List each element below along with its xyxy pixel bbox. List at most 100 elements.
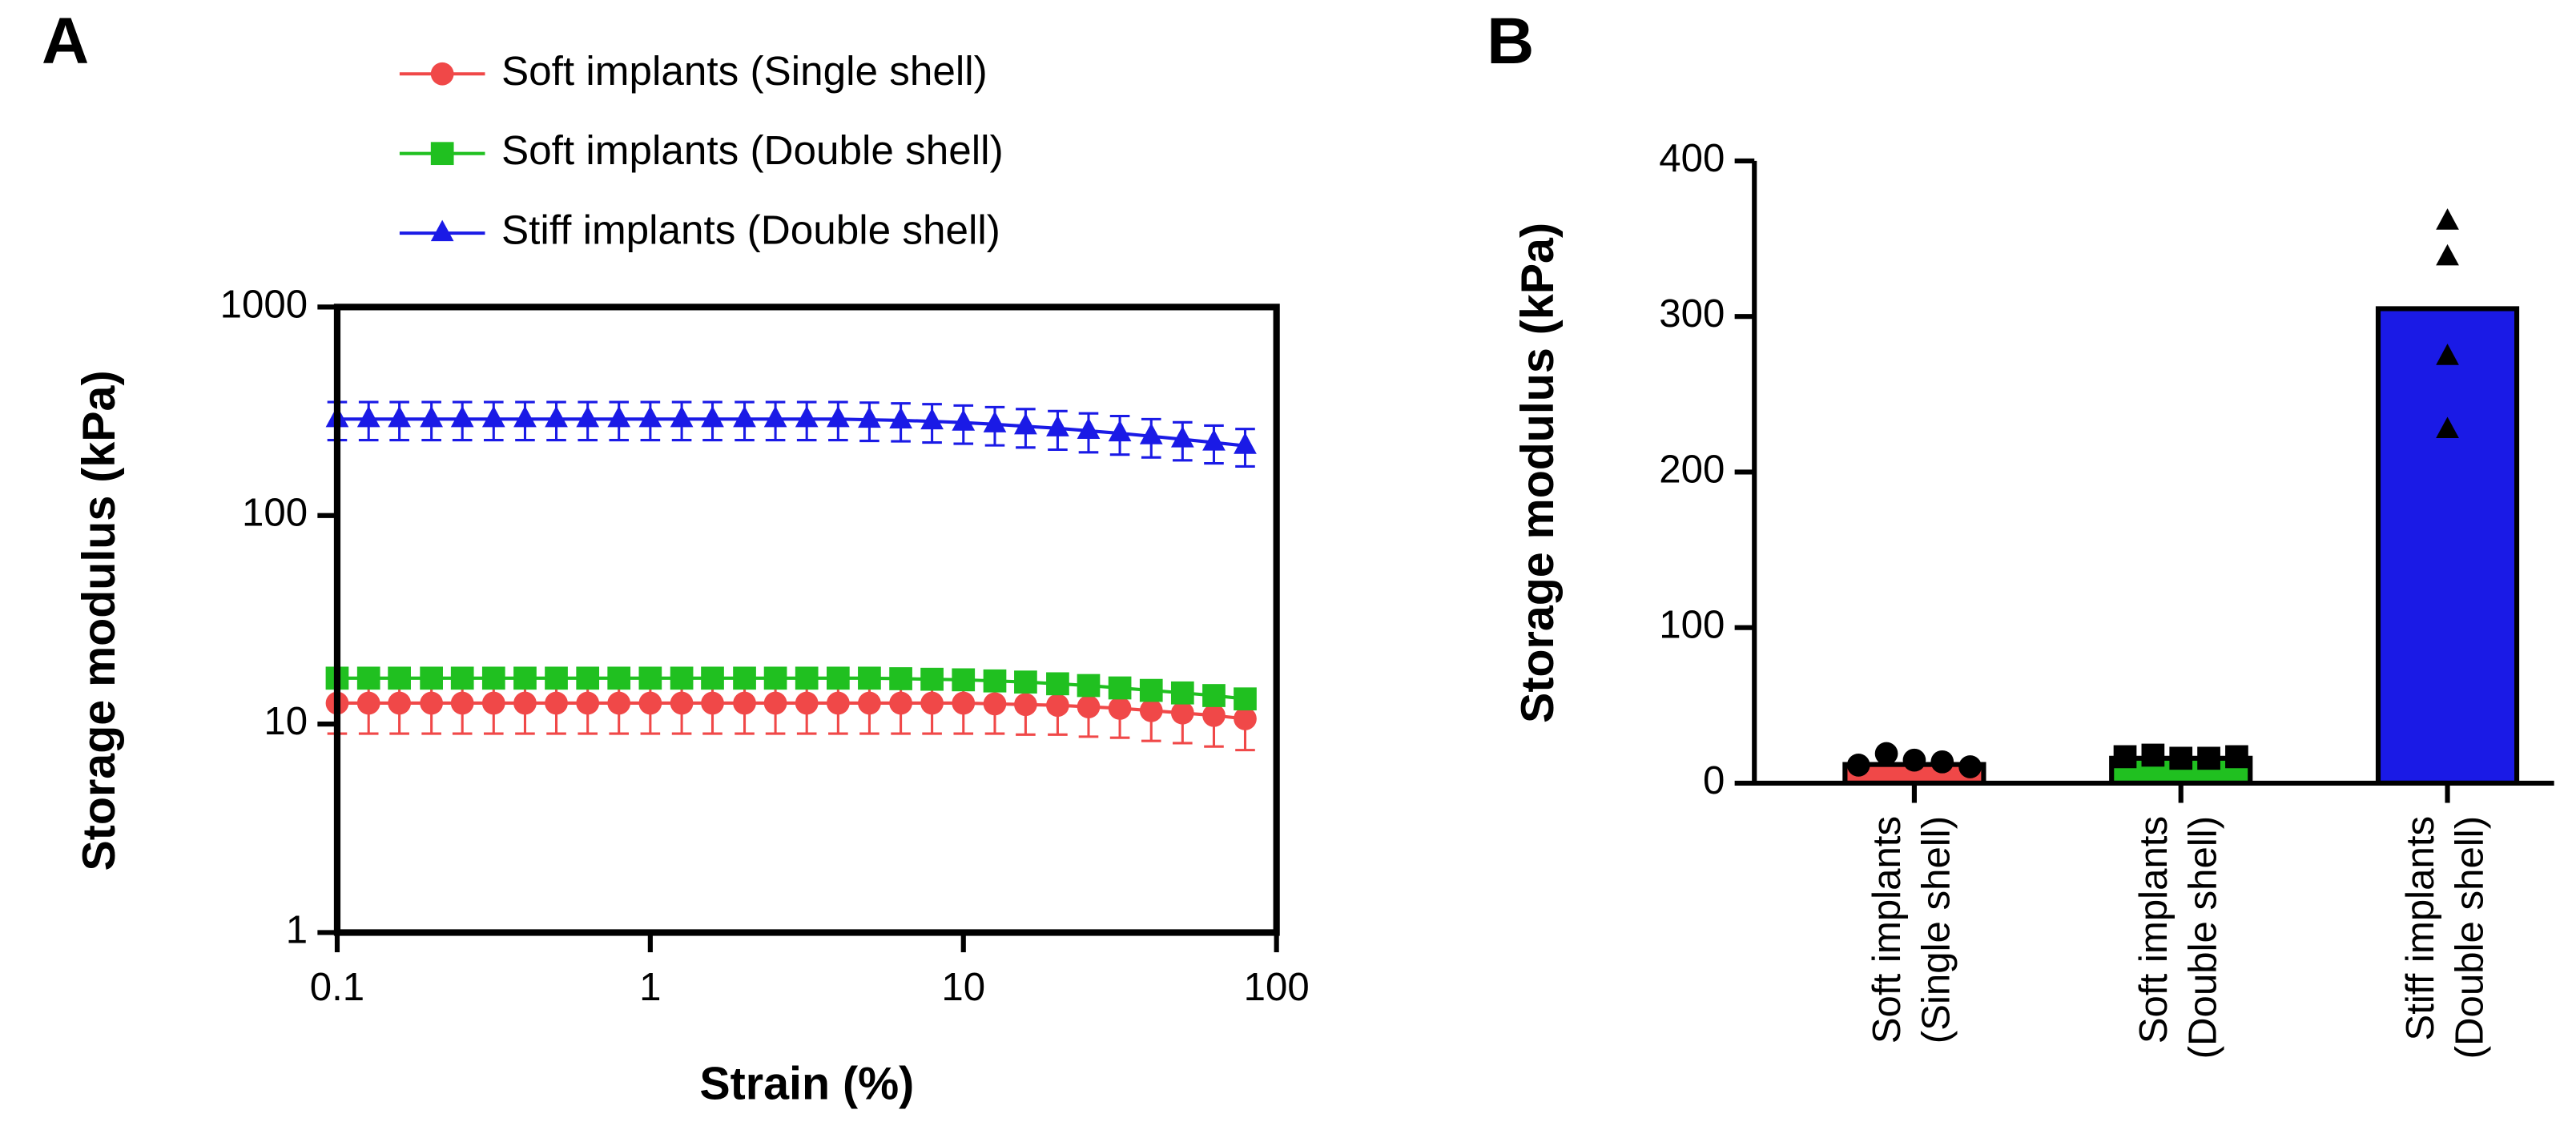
marker <box>545 691 568 715</box>
marker <box>450 405 474 428</box>
marker <box>763 405 787 428</box>
marker <box>638 666 662 690</box>
plot-frame <box>333 304 1280 936</box>
legend-label: Soft implants (Single shell) <box>501 48 988 94</box>
x-tick-label: Stiff implants <box>2398 816 2442 1041</box>
marker <box>983 692 1007 716</box>
marker <box>733 666 756 690</box>
marker <box>1170 681 1194 705</box>
marker <box>1202 684 1226 707</box>
marker <box>763 666 787 690</box>
marker <box>795 691 819 715</box>
marker <box>1077 695 1101 718</box>
marker <box>983 411 1007 432</box>
marker <box>356 405 380 428</box>
marker <box>420 666 443 690</box>
legend-label: Soft implants (Double shell) <box>501 127 1004 173</box>
marker <box>545 666 568 690</box>
marker <box>701 666 724 690</box>
y-tick-label: 100 <box>1659 603 1725 647</box>
bar <box>2375 306 2520 786</box>
marker <box>952 691 976 715</box>
x-tick-label: (Single shell) <box>1914 816 1958 1043</box>
marker <box>638 691 662 715</box>
x-tick-label: Soft implants <box>2131 816 2176 1043</box>
marker <box>733 405 756 428</box>
x-tick-label: 0.1 <box>310 965 364 1009</box>
marker <box>1014 412 1037 435</box>
x-axis-label: Strain (%) <box>699 1058 914 1109</box>
marker <box>889 667 912 690</box>
marker <box>2436 344 2459 365</box>
marker <box>889 691 912 715</box>
marker <box>1902 748 1926 772</box>
x-tick-label: (Double shell) <box>2180 816 2224 1059</box>
marker <box>2169 746 2193 770</box>
marker <box>638 405 662 428</box>
marker <box>1874 742 1898 766</box>
marker <box>430 142 454 166</box>
x-tick-label: 100 <box>1244 965 1310 1009</box>
marker <box>356 691 380 715</box>
marker <box>2113 745 2137 769</box>
marker <box>607 666 631 690</box>
marker <box>607 405 631 428</box>
y-tick-label: 1000 <box>220 282 308 326</box>
marker <box>450 691 474 715</box>
marker <box>430 62 454 86</box>
y-tick-label: 10 <box>264 699 308 743</box>
marker <box>607 691 631 715</box>
marker <box>2436 416 2459 439</box>
marker <box>889 407 912 428</box>
marker <box>1202 703 1226 727</box>
marker <box>1958 755 1982 778</box>
legend-label: Stiff implants (Double shell) <box>501 207 1000 253</box>
marker <box>701 405 724 428</box>
y-axis-label: Storage modulus (kPa) <box>74 370 125 871</box>
marker <box>513 691 537 715</box>
marker <box>420 405 443 428</box>
marker <box>1846 754 1870 777</box>
marker <box>1108 420 1132 442</box>
marker <box>481 691 505 715</box>
series-line <box>336 417 1246 448</box>
marker <box>356 666 380 690</box>
y-axis-label: Storage modulus (kPa) <box>1512 223 1564 723</box>
marker <box>670 405 694 428</box>
marker <box>920 691 944 715</box>
marker <box>1046 415 1069 436</box>
marker <box>1234 707 1257 730</box>
y-tick-label: 0 <box>1703 758 1725 802</box>
marker <box>388 691 411 715</box>
marker <box>827 405 850 428</box>
marker <box>1234 432 1257 454</box>
marker <box>513 666 537 690</box>
y-tick-label: 300 <box>1659 292 1725 336</box>
marker <box>1077 674 1101 698</box>
marker <box>1046 672 1069 696</box>
marker <box>670 666 694 690</box>
marker <box>827 666 850 690</box>
y-tick-label: 1 <box>286 907 308 951</box>
x-tick-label: 10 <box>941 965 985 1009</box>
x-tick-label: (Double shell) <box>2447 816 2491 1059</box>
marker <box>1046 694 1069 718</box>
marker <box>858 691 881 715</box>
marker <box>827 691 850 715</box>
marker <box>733 691 756 715</box>
marker <box>2197 746 2220 770</box>
marker <box>1139 423 1163 444</box>
marker <box>1139 698 1163 722</box>
marker <box>576 405 600 428</box>
marker <box>1234 687 1257 711</box>
marker <box>2141 743 2165 767</box>
marker <box>983 669 1007 693</box>
marker <box>1930 750 1954 774</box>
marker <box>450 666 474 690</box>
marker <box>388 666 411 690</box>
marker <box>795 666 819 690</box>
marker <box>481 666 505 690</box>
marker <box>1077 417 1101 439</box>
marker <box>1139 678 1163 702</box>
